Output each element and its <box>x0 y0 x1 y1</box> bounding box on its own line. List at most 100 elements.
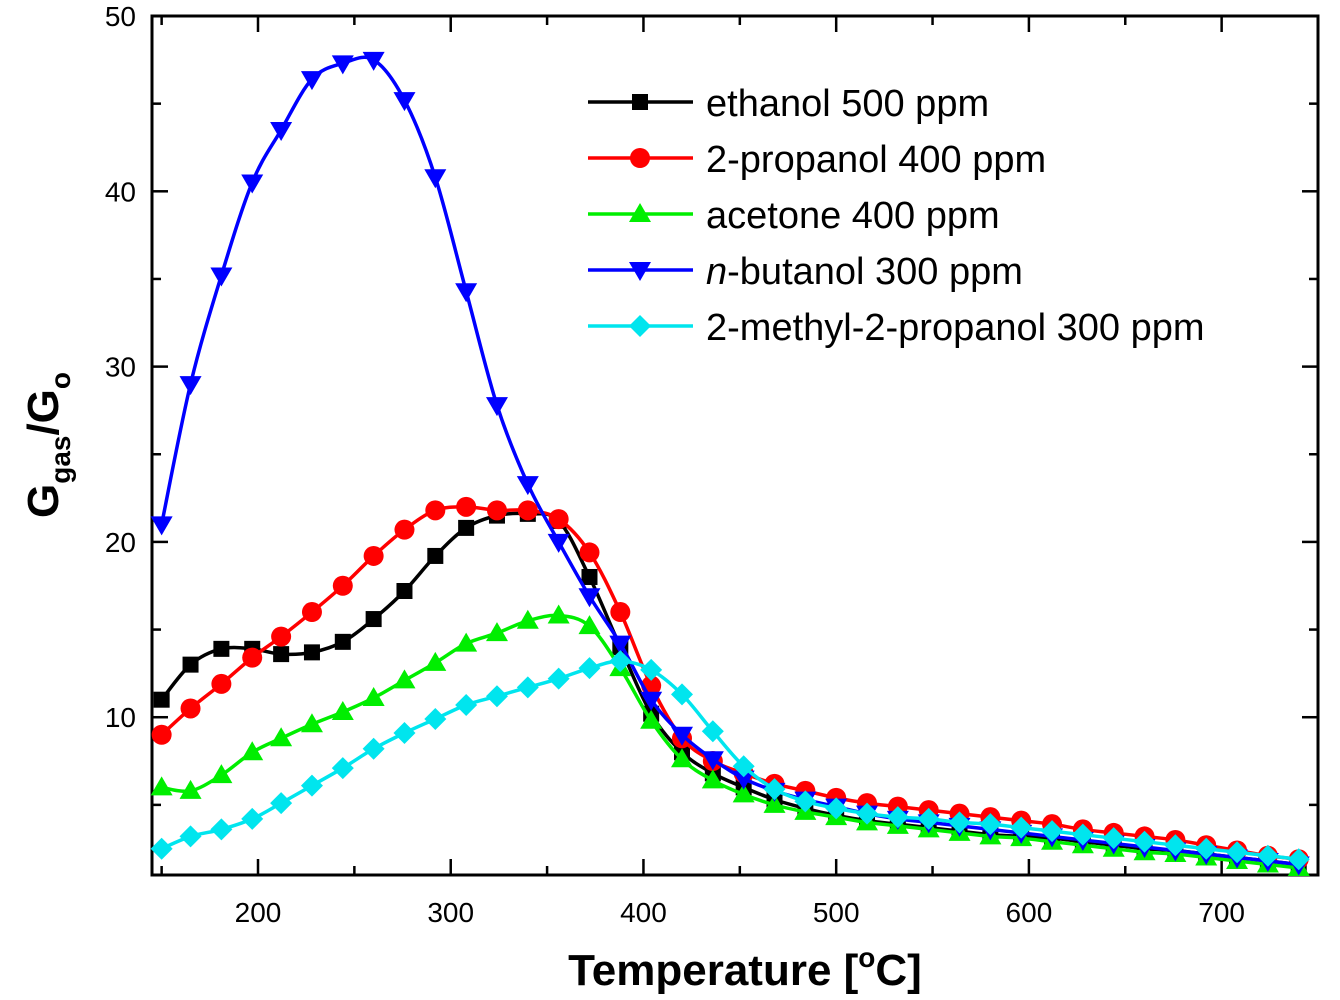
data-point <box>917 807 940 830</box>
data-point <box>179 376 202 396</box>
data-point <box>486 500 507 521</box>
data-point <box>1164 834 1187 857</box>
data-point <box>210 764 233 784</box>
plot-area: 200 300 400 500 600 700 10 20 30 40 50 <box>105 1 1320 928</box>
series-layer <box>150 51 1310 876</box>
data-point <box>271 626 292 647</box>
data-point <box>456 496 477 517</box>
data-point <box>270 121 293 141</box>
data-point <box>578 657 601 680</box>
data-point <box>701 769 724 789</box>
data-point <box>1102 827 1125 850</box>
data-point <box>609 650 632 673</box>
data-point <box>1071 823 1094 846</box>
data-point <box>579 542 600 563</box>
y-tick-label: 30 <box>105 352 136 383</box>
data-point <box>424 707 447 730</box>
data-point <box>362 51 385 71</box>
data-point <box>581 568 598 585</box>
data-point <box>427 547 444 564</box>
data-point <box>180 698 201 719</box>
x-tick-label: 200 <box>235 897 282 928</box>
y-axis-ticks: 10 20 30 40 50 <box>105 1 1318 807</box>
data-point <box>241 741 264 761</box>
x-tick-label: 500 <box>813 897 860 928</box>
data-point <box>153 691 170 708</box>
data-point <box>393 669 416 689</box>
data-point <box>424 651 447 671</box>
data-point <box>1226 841 1249 864</box>
data-point <box>179 779 202 799</box>
data-point <box>578 588 601 608</box>
data-point <box>425 500 446 521</box>
data-point <box>393 722 416 745</box>
data-point <box>886 806 909 829</box>
series-line <box>159 55 1299 867</box>
data-point <box>458 519 475 536</box>
legend-label-2-methyl-2-propanol: 2-methyl-2-propanol 300 ppm <box>706 307 1205 349</box>
legend: ethanol 500 ppm 2-propanol 400 ppm aceto… <box>588 83 1205 349</box>
data-point <box>547 604 570 624</box>
data-point <box>671 683 693 706</box>
data-point <box>213 640 230 657</box>
data-point <box>331 757 354 780</box>
data-point <box>210 818 233 841</box>
x-axis-title-superscript: o <box>858 942 875 973</box>
x-axis-ticks: 200 300 400 500 600 700 <box>160 16 1320 928</box>
y-axis-title: Ggas/Go <box>19 372 76 518</box>
series-line <box>160 511 1299 867</box>
data-point <box>640 691 663 711</box>
data-point <box>211 673 232 694</box>
data-point <box>303 644 320 661</box>
data-point <box>334 633 351 650</box>
x-tick-label: 600 <box>1006 897 1053 928</box>
data-point <box>396 583 413 600</box>
data-point <box>640 709 663 729</box>
data-point <box>856 802 879 825</box>
data-point <box>270 727 293 747</box>
data-point <box>332 575 353 596</box>
data-point <box>365 611 382 628</box>
data-point <box>701 751 724 771</box>
data-point <box>394 519 415 540</box>
data-point <box>182 656 199 673</box>
data-point <box>1041 820 1064 843</box>
data-point <box>701 720 724 743</box>
data-point <box>455 632 478 652</box>
data-point <box>516 609 539 629</box>
data-point <box>273 646 290 663</box>
y-tick-label: 20 <box>105 527 136 558</box>
legend-label-n-butanol: n-butanol 300 ppm <box>706 251 1023 293</box>
data-point <box>179 825 202 848</box>
data-point <box>301 602 322 623</box>
series-acetone-400-ppm <box>150 604 1310 876</box>
legend-label-acetone: acetone 400 ppm <box>706 195 1000 237</box>
data-point <box>578 615 601 635</box>
data-point <box>242 647 263 668</box>
data-point <box>270 792 293 815</box>
data-point <box>763 793 786 813</box>
data-point <box>150 516 173 536</box>
data-point <box>979 813 1002 836</box>
legend-marker-2-propanol <box>630 148 650 168</box>
legend-entry-acetone: acetone 400 ppm <box>588 195 1000 237</box>
x-axis-title: Temperature [oC] <box>568 942 922 995</box>
legend-entry-2-propanol: 2-propanol 400 ppm <box>588 139 1046 181</box>
data-point <box>455 283 478 303</box>
plot-frame <box>150 14 1320 877</box>
data-point <box>300 71 323 91</box>
data-point <box>825 797 848 820</box>
data-point <box>671 748 693 768</box>
data-point <box>455 693 478 716</box>
data-point <box>150 837 173 860</box>
legend-label-2-propanol: 2-propanol 400 ppm <box>706 139 1046 181</box>
data-point <box>732 770 755 790</box>
data-point <box>610 602 631 623</box>
data-point <box>363 545 384 566</box>
data-point <box>151 724 172 745</box>
data-point <box>516 676 539 699</box>
data-point <box>424 169 447 189</box>
series-line <box>161 613 1299 870</box>
data-point <box>1133 830 1156 853</box>
data-point <box>732 755 755 778</box>
